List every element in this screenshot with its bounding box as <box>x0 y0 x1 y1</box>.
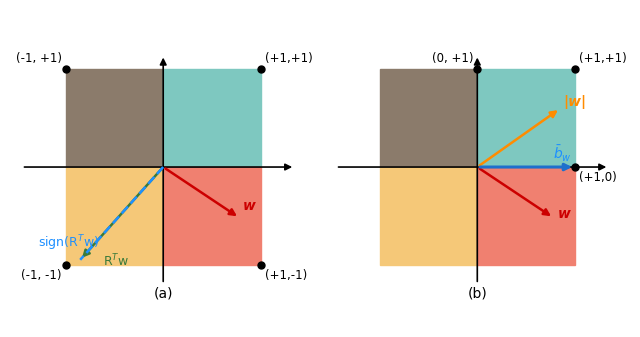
Bar <box>65 167 163 265</box>
Text: w: w <box>243 199 256 213</box>
Text: $\bar{b}_w$: $\bar{b}_w$ <box>554 143 572 164</box>
Bar <box>477 167 575 265</box>
Text: (a): (a) <box>154 286 173 300</box>
Text: sign(R$^T$w): sign(R$^T$w) <box>38 233 99 253</box>
Text: (+1,-1): (+1,-1) <box>265 269 307 282</box>
Text: (+1,+1): (+1,+1) <box>579 53 627 65</box>
Text: w: w <box>557 207 570 221</box>
Text: (+1,+1): (+1,+1) <box>265 53 312 65</box>
Bar <box>380 69 477 167</box>
Bar <box>65 69 163 167</box>
Bar <box>163 167 261 265</box>
Text: (-1, -1): (-1, -1) <box>21 269 61 282</box>
Bar <box>477 69 575 167</box>
Text: (-1, +1): (-1, +1) <box>15 53 61 65</box>
Bar <box>380 167 477 265</box>
Text: (b): (b) <box>467 286 487 300</box>
Bar <box>163 69 261 167</box>
Text: |w|: |w| <box>563 95 586 110</box>
Text: R$^T$w: R$^T$w <box>102 253 129 270</box>
Text: (+1,0): (+1,0) <box>579 171 616 184</box>
Text: (0, +1): (0, +1) <box>432 53 474 65</box>
